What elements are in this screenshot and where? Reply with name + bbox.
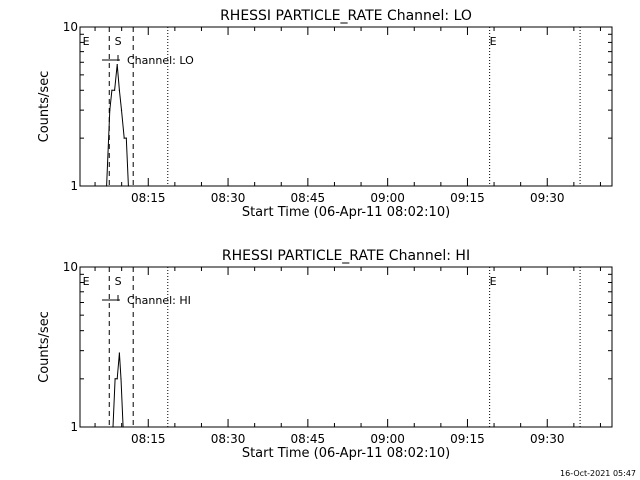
data-point [127, 185, 130, 187]
x-tick-label: 09:30 [530, 191, 565, 205]
data-point [114, 378, 116, 380]
hi-channel-panel: RHESSI PARTICLE_RATE Channel: HI Counts/s… [37, 248, 613, 461]
x-tick-label: 09:30 [530, 432, 565, 446]
y-tick-label: 1 [70, 179, 78, 193]
x-tick-label: 08:15 [131, 191, 166, 205]
series-line [106, 64, 129, 187]
marker-label: E [83, 275, 90, 288]
x-axis-label: Start Time (06-Apr-11 08:02:10) [242, 205, 450, 220]
y-axis-label: Counts/sec [37, 71, 52, 143]
marker-label: E [83, 35, 90, 48]
x-tick-label: 08:45 [291, 432, 326, 446]
x-tick-label: 09:00 [370, 191, 405, 205]
x-tick-label: 08:30 [211, 191, 246, 205]
data-point [111, 89, 113, 91]
y-tick-label: 10 [63, 260, 78, 274]
data-point [125, 137, 127, 139]
x-tick-label: 08:15 [131, 432, 166, 446]
x-tick-label: 08:45 [291, 191, 326, 205]
plot-frame [79, 26, 613, 187]
data-point [116, 64, 118, 66]
data-point [116, 378, 118, 380]
data-point [118, 352, 120, 354]
data-point [112, 426, 114, 428]
y-axis-label: Counts/sec [37, 311, 52, 383]
marker-label: S [115, 35, 122, 48]
marker-label: S [115, 275, 122, 288]
data-point [113, 89, 116, 91]
series-line [112, 352, 124, 428]
marker-label: E [490, 35, 497, 48]
data-point [123, 137, 125, 139]
x-tick-label: 09:15 [450, 191, 485, 205]
data-point [106, 185, 108, 187]
y-tick-label: 10 [63, 20, 78, 34]
plot-timestamp: 16-Oct-2021 05:47 [560, 469, 636, 478]
chart-title: RHESSI PARTICLE_RATE Channel: LO [220, 8, 472, 24]
legend-label: Channel: HI [127, 294, 191, 307]
marker-label: E [490, 275, 497, 288]
data-point [118, 89, 120, 91]
plot-frame [79, 266, 613, 428]
data-point [120, 378, 122, 380]
data-point [109, 109, 111, 111]
legend-label: Channel: LO [127, 54, 194, 67]
x-tick-label: 08:30 [211, 432, 246, 446]
data-point [120, 109, 123, 111]
lo-channel-panel: RHESSI PARTICLE_RATE Channel: LO Counts/s… [37, 8, 613, 220]
chart-title: RHESSI PARTICLE_RATE Channel: HI [222, 248, 470, 264]
data-point [122, 426, 124, 428]
x-axis-label: Start Time (06-Apr-11 08:02:10) [242, 446, 450, 461]
x-tick-label: 09:00 [370, 432, 405, 446]
x-tick-label: 09:15 [450, 432, 485, 446]
y-tick-label: 1 [70, 420, 78, 434]
